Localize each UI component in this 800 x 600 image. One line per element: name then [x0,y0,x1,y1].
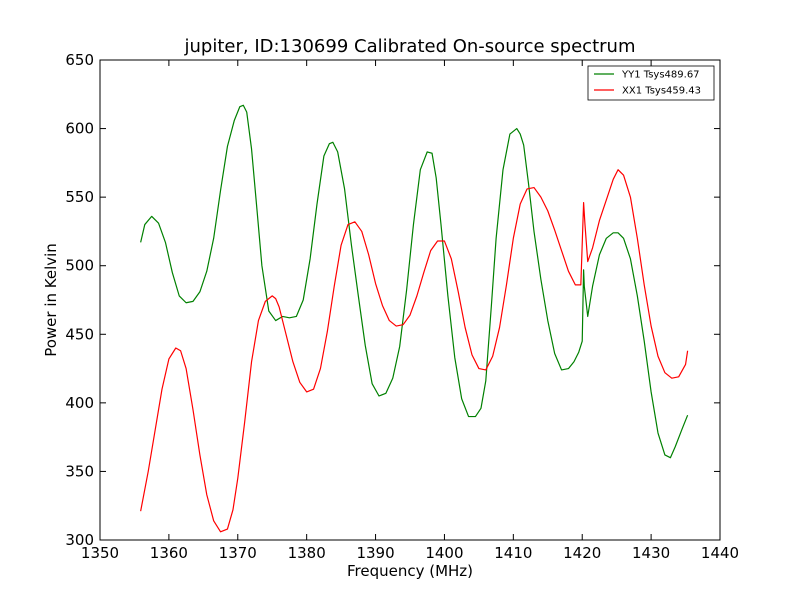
x-tick-label: 1360 [150,544,188,562]
x-tick-label: 1350 [81,544,119,562]
y-axis-ticks: 300 350 400 450 500 550 600 650 [65,51,720,549]
x-tick-label: 1440 [701,544,739,562]
y-tick-label: 550 [65,188,94,206]
y-axis-label: Power in Kelvin [42,243,60,357]
x-tick-label: 1420 [563,544,601,562]
x-tick-label: 1410 [494,544,532,562]
plot-frame [99,59,721,541]
legend-label-1: YY1 Tsys489.67 [621,70,700,81]
series-layer [140,104,689,533]
series-line-1 [140,104,689,459]
x-tick-label: 1400 [425,544,463,562]
y-tick-label: 350 [65,462,94,480]
y-tick-label: 400 [65,394,94,412]
chart-title: jupiter, ID:130699 Calibrated On-source … [184,36,636,57]
y-tick-label: 300 [65,531,94,549]
y-tick-label: 500 [65,257,94,275]
x-axis-ticks: 1350 1360 1370 1380 1390 1400 1410 1420 1430 1440 [81,60,739,562]
plot-area: 1350 1360 1370 1380 1390 1400 1410 1420 1430 1440… [65,51,739,562]
legend: YY1 Tsys489.67 XX1 Tsys459.43 [587,65,715,101]
x-tick-label: 1430 [632,544,670,562]
y-tick-label: 450 [65,325,94,343]
x-axis-label: Frequency (MHz) [347,562,473,580]
legend-entries: YY1 Tsys489.67 XX1 Tsys459.43 [594,70,701,97]
x-tick-label: 1370 [219,544,257,562]
y-tick-label: 650 [65,51,94,69]
x-tick-label: 1390 [356,544,394,562]
x-tick-label: 1380 [288,544,326,562]
y-tick-label: 600 [65,120,94,138]
legend-label-2: XX1 Tsys459.43 [622,86,701,97]
legend-box [587,65,715,101]
series-line-2 [140,169,689,533]
